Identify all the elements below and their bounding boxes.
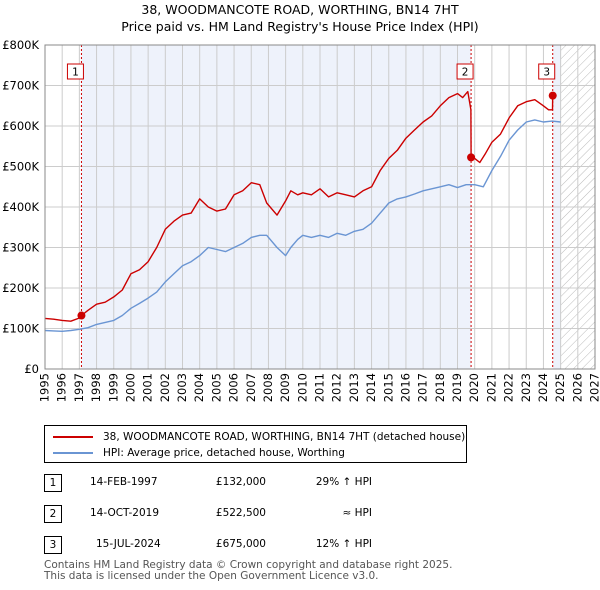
x-tick-label: 2007 [244,373,258,402]
sale-number-badge: 3 [44,536,62,554]
x-tick-label: 2024 [536,373,550,402]
sale-point [77,311,86,320]
x-tick-label: 2001 [141,373,155,402]
chart-title: 38, WOODMANCOTE ROAD, WORTHING, BN14 7HT [141,2,459,17]
hpi-line [44,119,561,332]
legend-swatch-hpi [53,452,93,454]
sale-label-number: 1 [72,67,79,79]
x-tick-label: 2004 [192,373,206,402]
y-tick-label: £600K [2,119,39,133]
legend-label-hpi: HPI: Average price, detached house, Wort… [103,447,345,459]
y-tick-label: £800K [2,38,39,52]
sale-label-number: 2 [462,67,469,79]
x-tick-label: 2027 [588,373,600,402]
sale-label-box [538,63,556,80]
x-tick-label: 2019 [450,373,464,402]
x-tick-label: 2006 [227,373,241,402]
sale-date: 15-JUL-2024 [96,538,161,550]
x-tick-label: 1996 [55,373,69,402]
footer-licence: This data is licensed under the Open Gov… [44,570,379,582]
x-tick-label: 2002 [158,373,172,402]
x-tick-label: 2000 [123,373,137,402]
sale-point [548,91,557,100]
y-tick-label: £400K [2,200,39,214]
sale-point [467,153,476,162]
x-tick-label: 2017 [416,373,430,402]
chart-subtitle: Price paid vs. HM Land Registry's House … [121,19,479,34]
x-tick-label: 1997 [72,373,86,402]
sale-price: £675,000 [215,538,266,550]
x-tick-label: 2018 [433,373,447,402]
y-tick-label: £700K [2,79,39,93]
sale-label-number: 3 [543,67,550,79]
sale-price: £522,500 [215,507,266,519]
x-tick-label: 2025 [553,373,567,402]
y-tick-label: £100K [2,322,39,336]
x-tick-label: 2022 [502,373,516,402]
x-tick-label: 2009 [278,373,292,402]
legend-label-property: 38, WOODMANCOTE ROAD, WORTHING, BN14 7HT… [103,431,466,443]
y-tick-label: £200K [2,281,39,295]
sale-date: 14-OCT-2019 [90,507,159,519]
x-tick-label: 1998 [89,373,103,402]
x-tick-label: 2005 [209,373,223,402]
x-tick-label: 2020 [467,373,481,402]
x-tick-label: 2003 [175,373,189,402]
x-tick-label: 2026 [570,373,584,402]
legend: 38, WOODMANCOTE ROAD, WORTHING, BN14 7HT… [44,425,467,463]
x-tick-label: 2010 [295,373,309,402]
sale-number-badge: 1 [44,474,62,492]
sale-price: £132,000 [215,476,266,488]
legend-swatch-property [53,436,93,438]
x-tick-label: 1999 [106,373,120,402]
x-tick-label: 2014 [364,373,378,402]
property-price-line [44,90,556,322]
footer-copyright: Contains HM Land Registry data © Crown c… [44,559,453,571]
x-tick-label: 2015 [381,373,395,402]
x-tick-label: 2011 [313,373,327,402]
sale-label-box [456,63,474,80]
sale-hpi-comparison: 12% ↑ HPI [315,538,372,550]
x-tick-label: 2016 [398,373,412,402]
x-tick-label: 2013 [347,373,361,402]
sale-hpi-comparison: ≈ HPI [342,507,372,519]
x-tick-label: 2008 [261,373,275,402]
x-tick-label: 2023 [519,373,533,402]
sale-date: 14-FEB-1997 [90,476,158,488]
sale-number-badge: 2 [44,505,62,523]
footer: Contains HM Land Registry data © Crown c… [44,560,452,582]
y-tick-label: £0 [24,362,39,376]
y-tick-label: £500K [2,160,39,174]
plot-frame [44,44,596,370]
y-tick-label: £300K [2,241,39,255]
x-tick-label: 1995 [38,373,52,402]
sale-label-box [66,63,84,80]
price-chart: £0 £100K £200K £300K £400K £500K £600K £700K £80… [2,38,600,402]
x-tick-label: 2012 [330,373,344,402]
x-tick-label: 2021 [484,373,498,402]
sale-hpi-comparison: 29% ↑ HPI [315,476,372,488]
